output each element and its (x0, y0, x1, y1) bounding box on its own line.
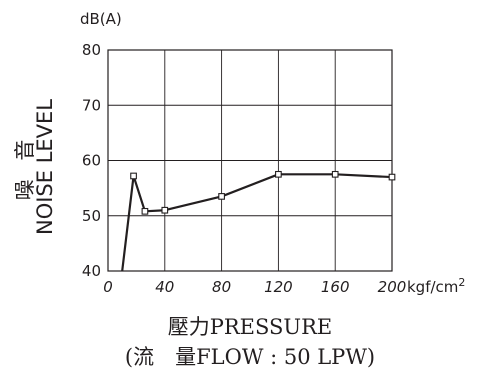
y-tick-label-3: 70 (82, 96, 101, 114)
y-unit-label: dB(A) (80, 10, 122, 28)
data-point-0-6 (331, 170, 339, 178)
data-point-0-3 (161, 206, 169, 214)
data-point-0-5 (275, 170, 282, 178)
y-tick-label-1: 50 (82, 207, 101, 225)
series-noise-level (121, 170, 396, 272)
x-axis-title-line2: (流 量FLOW : 50 LPW) (125, 345, 375, 369)
x-unit-label: kgf/cm2 (407, 276, 465, 296)
series-line-0 (121, 173, 393, 272)
x-tick-label-4: 160 (321, 278, 350, 296)
x-unit-base: kgf/cm (407, 278, 458, 296)
data-point-0-4 (218, 193, 225, 200)
data-point-0-1 (130, 172, 137, 180)
y-axis-title: 噪 音 NOISE LEVEL (13, 99, 57, 235)
x-tick-label-3: 120 (264, 278, 293, 296)
grid-lines (107, 49, 393, 272)
x-tick-label-5: 200 (378, 278, 407, 296)
y-tick-labels: 40 50 60 70 80 (82, 41, 101, 280)
y-tick-label-0: 40 (82, 262, 101, 280)
x-tick-labels: 0 40 80 120 160 200 (103, 278, 406, 296)
y-axis-title-cjk: 噪 音 (13, 134, 37, 201)
x-tick-label-0: 0 (103, 278, 113, 296)
y-axis-title-en: NOISE LEVEL (33, 99, 57, 235)
y-tick-label-4: 80 (82, 41, 101, 59)
data-point-0-7 (388, 173, 396, 181)
plot-frame (107, 49, 393, 272)
x-tick-label-2: 80 (212, 278, 231, 296)
x-tick-label-1: 40 (155, 278, 174, 296)
y-tick-label-2: 60 (82, 152, 101, 170)
x-axis-title-line1: 壓力PRESSURE (168, 315, 333, 339)
x-unit-superscript: 2 (458, 276, 465, 289)
data-point-0-2 (141, 207, 149, 215)
